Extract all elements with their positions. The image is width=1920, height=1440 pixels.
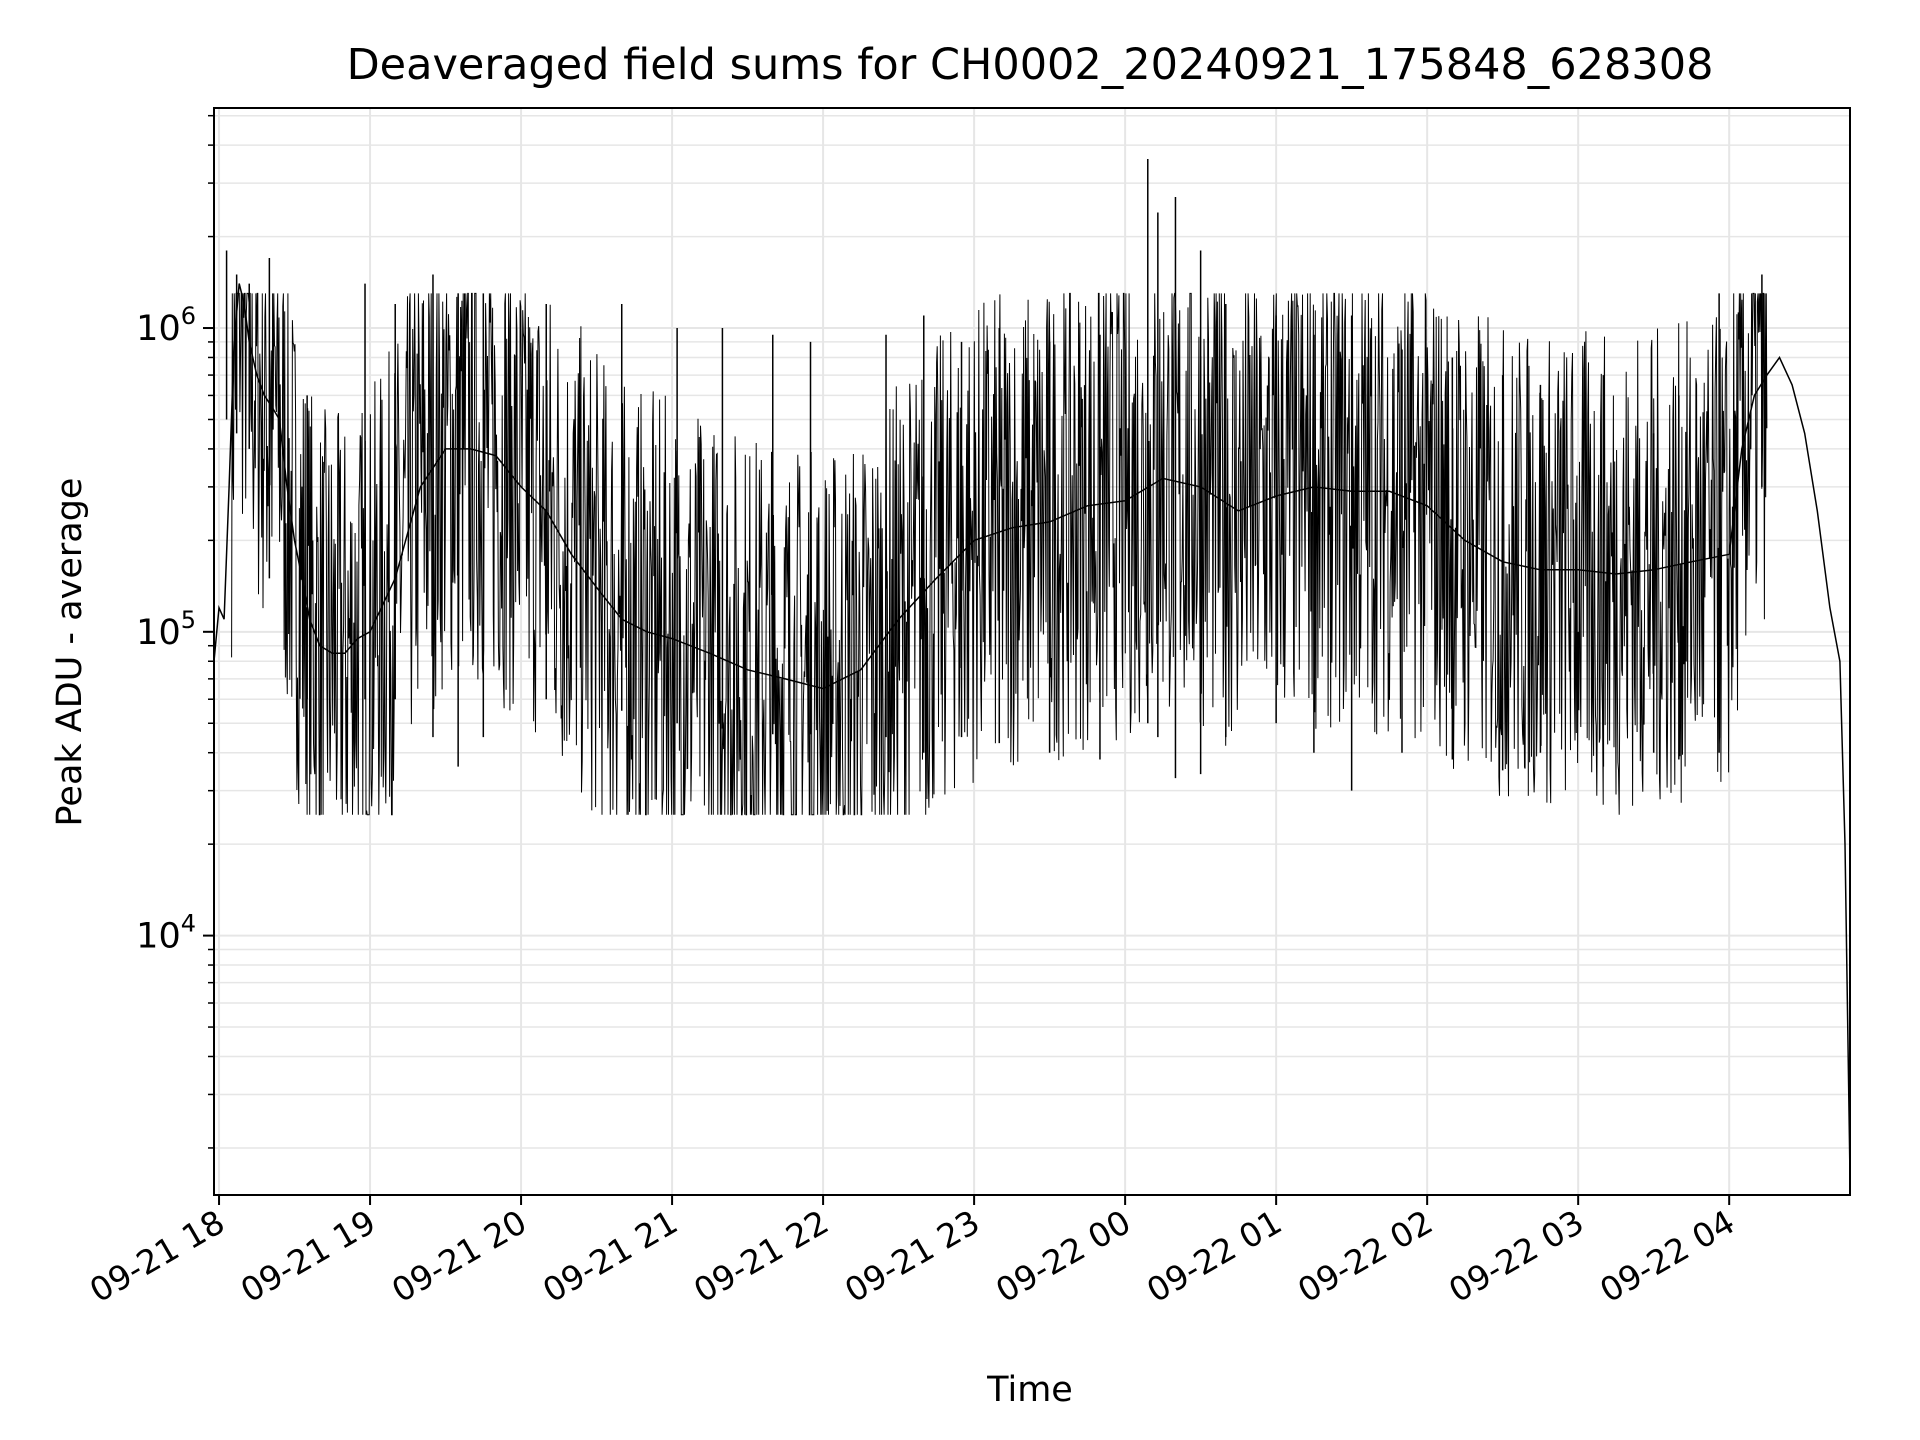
x-axis-label: Time — [986, 1370, 1073, 1410]
y-axis-label: Peak ADU - average — [50, 478, 90, 827]
plot-frame — [213, 107, 1851, 1196]
y-axis-ticks: 104 105 106 — [136, 114, 214, 1149]
chart-title: Deaveraged field sums for CH0002_2024092… — [347, 40, 1714, 90]
y-tick-label: 104 — [136, 910, 196, 957]
y-tick-label: 106 — [136, 302, 196, 349]
y-tick-label: 105 — [136, 606, 196, 653]
plot-data — [213, 159, 1851, 1178]
